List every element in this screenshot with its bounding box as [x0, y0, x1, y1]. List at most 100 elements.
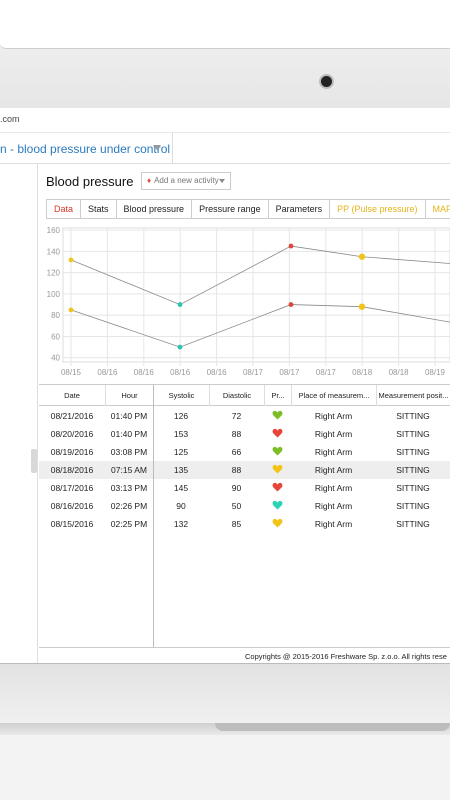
x-tick-label: 08/18 [352, 368, 373, 377]
app-title[interactable]: n - blood pressure under control [0, 142, 171, 156]
col-header-pressure[interactable]: Pr... [264, 385, 291, 406]
cell-place: Right Arm [314, 429, 353, 439]
add-activity-select[interactable]: ♦ Add a new activity [141, 172, 231, 190]
cell-position: SITTING [396, 483, 430, 493]
required-dot-icon: ♦ [147, 176, 152, 185]
cell-hour: 02:26 PM [110, 501, 148, 511]
table-row[interactable]: 08/17/2016 03:13 PM 145 90 Right Arm SITTING [39, 479, 450, 497]
y-tick-label: 60 [51, 332, 60, 341]
heart-icon [264, 425, 291, 443]
cell-position: SITTING [396, 519, 430, 529]
tab-blood-pressure[interactable]: Blood pressure [116, 199, 193, 219]
sidebar-toggle-handle[interactable] [31, 449, 37, 473]
data-point [177, 302, 183, 307]
table-row[interactable]: 08/20/2016 01:40 PM 153 88 Right Arm SITTING [39, 425, 450, 443]
x-tick-label: 08/16 [207, 368, 228, 377]
table-row[interactable]: 08/21/2016 01:40 PM 126 72 Right Arm SITTING [39, 407, 450, 425]
cell-diastolic: 85 [231, 519, 242, 529]
cell-place: Right Arm [314, 483, 353, 493]
data-point [358, 303, 366, 310]
col-header-place[interactable]: Place of measurem... [291, 385, 376, 406]
data-point [288, 302, 294, 307]
cell-date: 08/17/2016 [50, 483, 94, 493]
col-header-systolic[interactable]: Systolic [153, 385, 209, 406]
copyright-text: Copyrights @ 2015-2016 Freshware Sp. z.o… [245, 652, 447, 661]
table-header: Date Hour Systolic Diastolic Pr... Place… [39, 385, 450, 406]
column-divider [153, 385, 154, 647]
left-sidebar [0, 164, 38, 663]
table-row[interactable]: 08/19/2016 03:08 PM 125 66 Right Arm SITTING [39, 443, 450, 461]
series-line [70, 304, 450, 348]
tab-map[interactable]: MAP [425, 199, 450, 219]
screen: .com n - blood pressure under control Bl… [0, 108, 450, 663]
cell-systolic: 125 [173, 447, 189, 457]
laptop-bezel-top [0, 0, 450, 108]
add-activity-label: Add a new activity [154, 176, 219, 185]
x-tick-label: 08/16 [97, 368, 118, 377]
col-header-hour[interactable]: Hour [105, 385, 153, 406]
tab-pulse-pressure[interactable]: PP (Pulse pressure) [330, 199, 426, 219]
cell-position: SITTING [396, 447, 430, 457]
cell-date: 08/19/2016 [50, 447, 94, 457]
data-point [288, 243, 294, 249]
cell-date: 08/21/2016 [50, 411, 94, 421]
cell-diastolic: 90 [231, 483, 242, 493]
table-row[interactable]: 08/15/2016 02:25 PM 132 85 Right Arm SITTING [39, 515, 450, 533]
y-tick-label: 100 [47, 290, 61, 299]
cell-systolic: 135 [173, 465, 189, 475]
col-header-diastolic[interactable]: Diastolic [209, 385, 264, 406]
chevron-down-icon[interactable] [153, 145, 161, 150]
cell-hour: 01:40 PM [110, 411, 148, 421]
heart-icon [264, 497, 291, 515]
cell-diastolic: 72 [231, 411, 242, 421]
col-header-date[interactable]: Date [64, 391, 80, 400]
x-tick-label: 08/16 [134, 368, 155, 377]
cell-systolic: 153 [173, 429, 189, 439]
cell-diastolic: 88 [231, 465, 242, 475]
cell-date: 08/16/2016 [50, 501, 94, 511]
x-tick-label: 08/19 [425, 368, 446, 377]
tab-parameters[interactable]: Parameters [268, 199, 331, 219]
cell-systolic: 126 [173, 411, 189, 421]
app-header: n - blood pressure under control [0, 132, 450, 164]
cell-hour: 01:40 PM [110, 429, 148, 439]
camera-icon [321, 76, 332, 87]
table-row[interactable]: 08/16/2016 02:26 PM 90 50 Right Arm SITTING [39, 497, 450, 515]
cell-hour: 03:13 PM [110, 483, 148, 493]
series-line [70, 245, 450, 306]
page-title: Blood pressure [46, 174, 134, 189]
cell-systolic: 90 [176, 501, 186, 511]
cell-date: 08/20/2016 [50, 429, 94, 439]
plot-area [62, 227, 450, 363]
header-divider [172, 133, 173, 164]
table-row[interactable]: 08/18/2016 07:15 AM 135 88 Right Arm SITTING [39, 461, 450, 479]
tab-stats[interactable]: Stats [81, 199, 117, 219]
y-tick-label: 160 [47, 226, 61, 235]
heart-icon [264, 461, 291, 479]
footer: Copyrights @ 2015-2016 Freshware Sp. z.o… [39, 647, 450, 663]
cell-hour: 07:15 AM [111, 465, 147, 475]
cell-position: SITTING [396, 411, 430, 421]
cell-hour: 03:08 PM [110, 447, 148, 457]
tab-data[interactable]: Data [46, 199, 82, 219]
tab-pressure-range[interactable]: Pressure range [192, 199, 269, 219]
chevron-down-icon [219, 179, 225, 183]
col-header-position[interactable]: Measurement posit... [376, 385, 450, 406]
cell-systolic: 132 [173, 519, 189, 529]
laptop-chin [0, 663, 450, 723]
heart-icon [264, 479, 291, 497]
cell-date: 08/15/2016 [50, 519, 94, 529]
data-point [358, 253, 366, 260]
main-panel: Blood pressure ♦ Add a new activity Data … [39, 164, 450, 663]
cell-systolic: 145 [173, 483, 189, 493]
cell-place: Right Arm [314, 519, 353, 529]
x-tick-label: 08/17 [243, 368, 264, 377]
data-point [177, 344, 183, 350]
data-point [68, 257, 74, 263]
cell-place: Right Arm [314, 411, 353, 421]
y-tick-label: 80 [51, 311, 60, 320]
cell-place: Right Arm [314, 501, 353, 511]
heart-icon [264, 443, 291, 461]
cell-hour: 02:25 PM [110, 519, 148, 529]
